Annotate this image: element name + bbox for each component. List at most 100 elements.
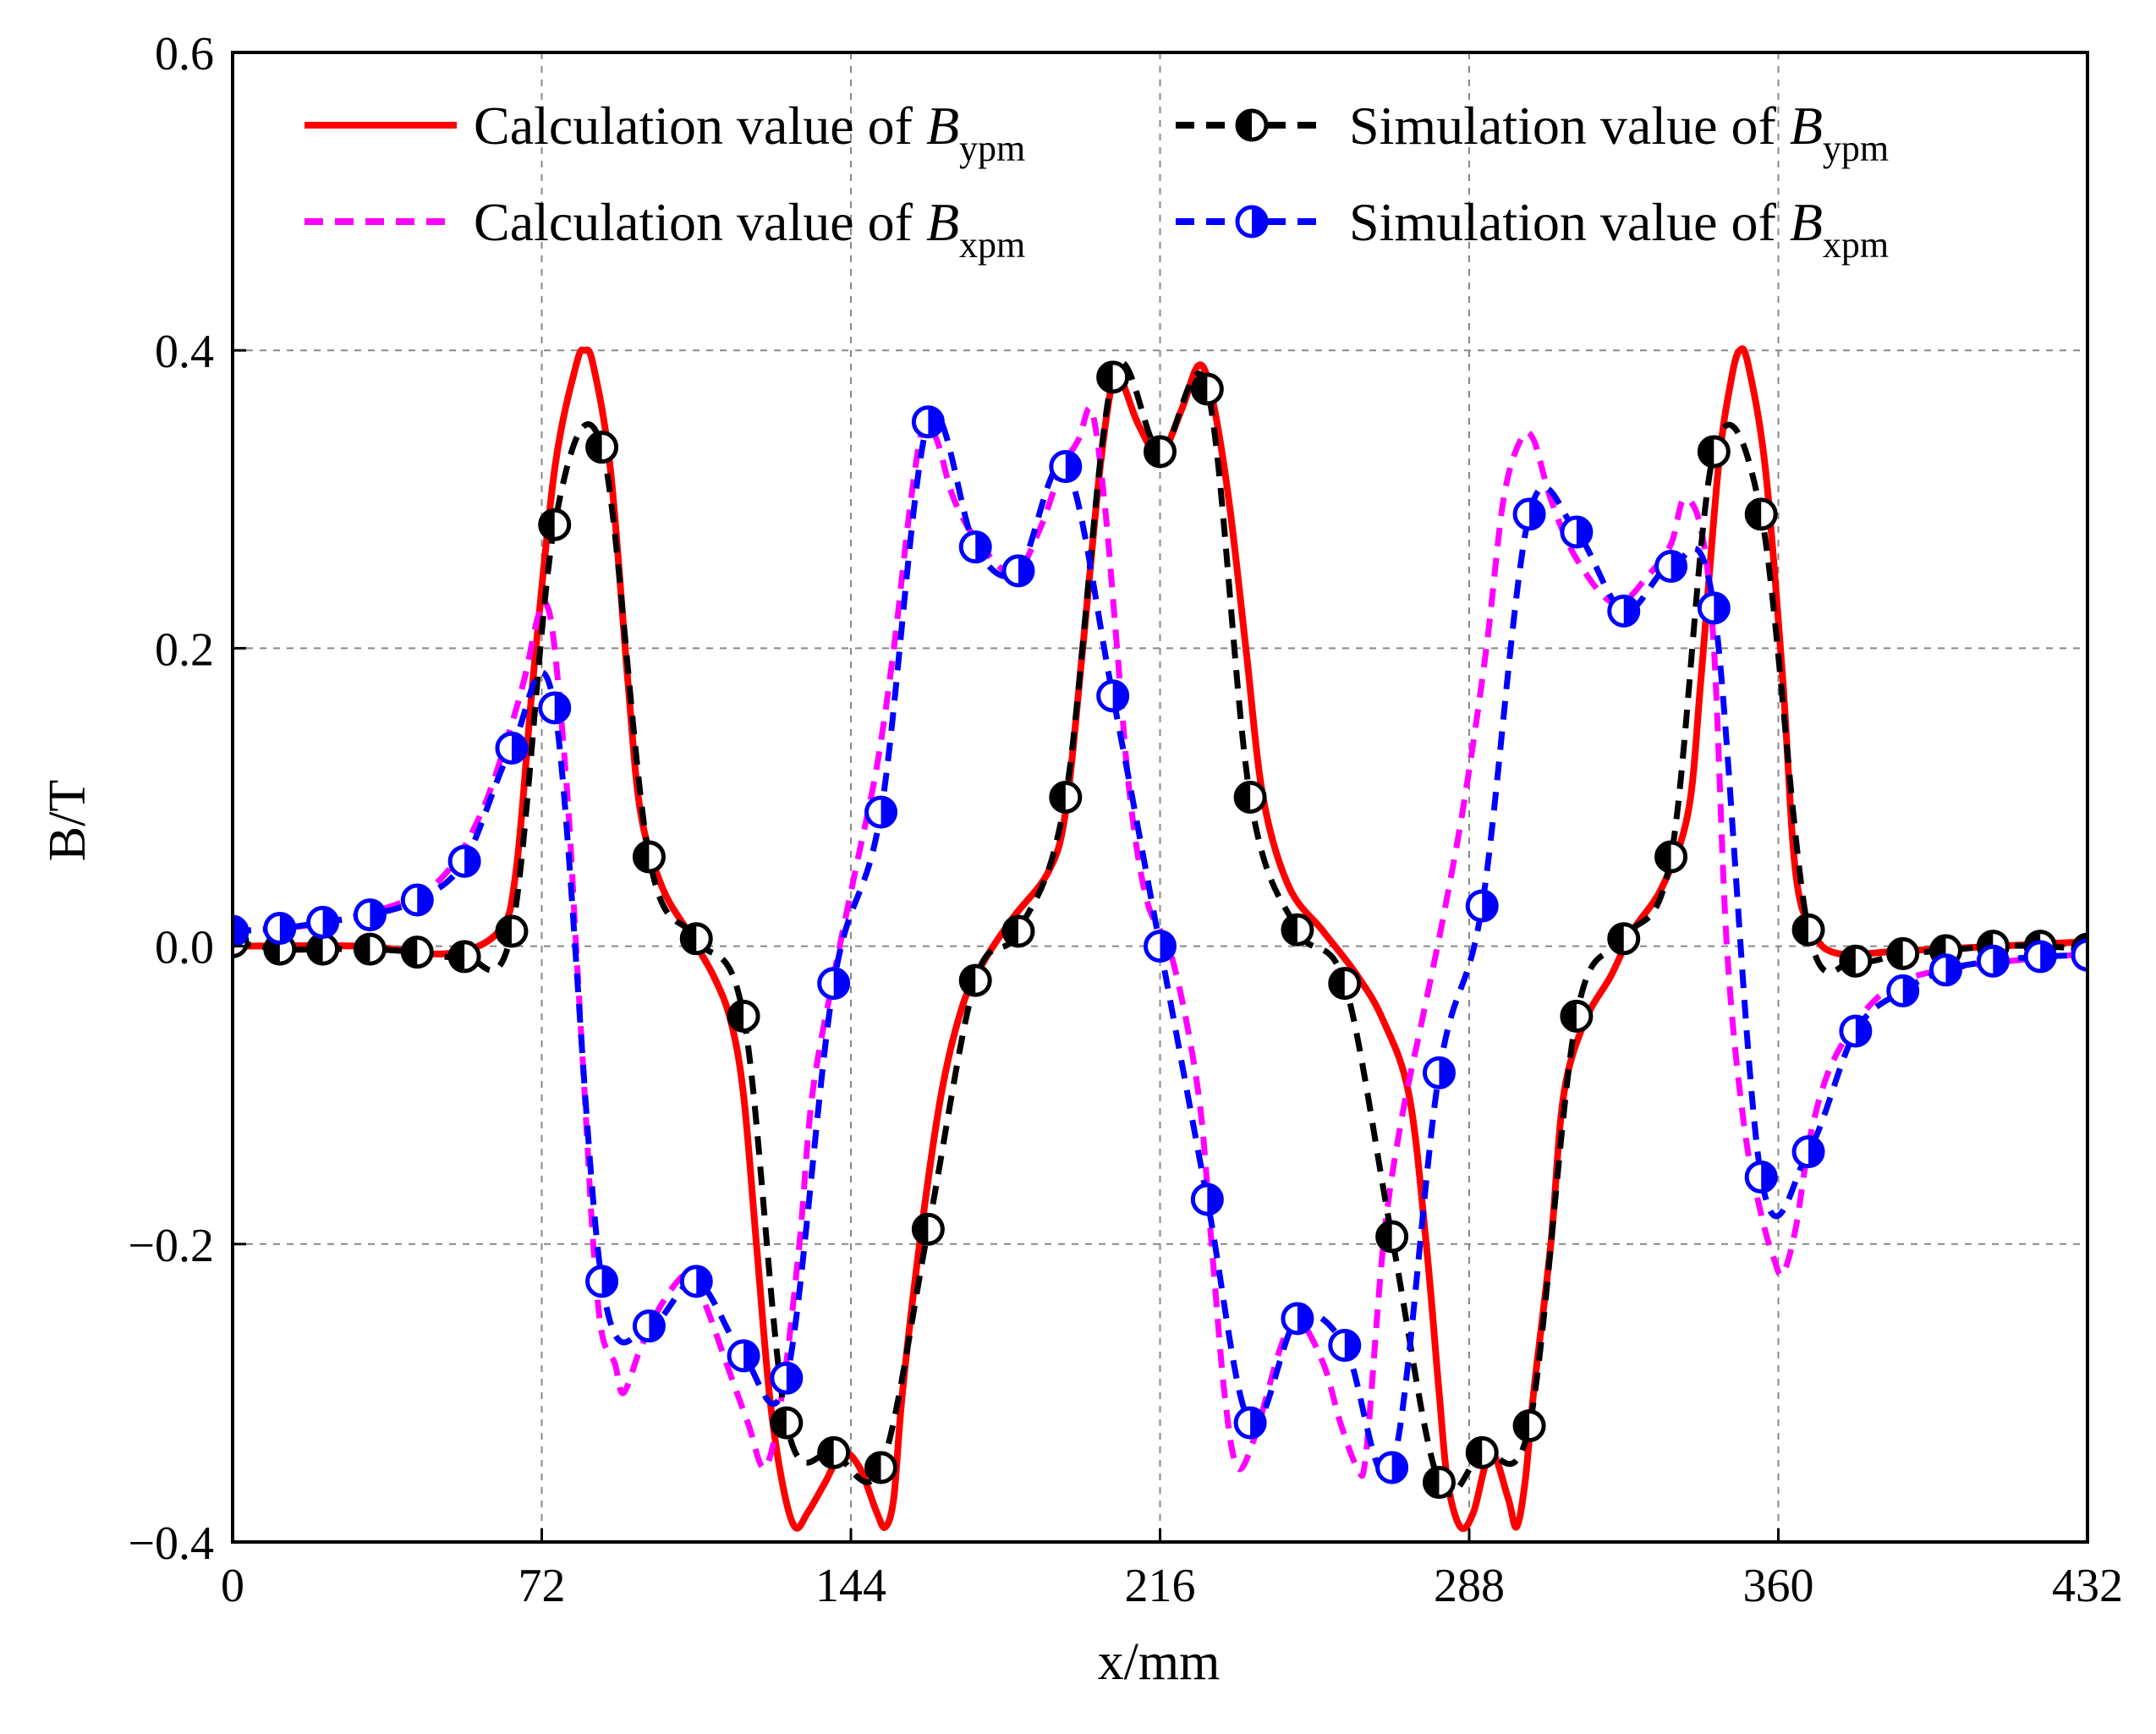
data-point bbox=[1281, 1302, 1314, 1336]
plot-series bbox=[233, 345, 2087, 1533]
data-point bbox=[1607, 594, 1641, 628]
data-point bbox=[958, 963, 992, 997]
data-point bbox=[1328, 967, 1362, 1001]
data-point bbox=[1049, 781, 1083, 814]
legend-symbol-calc-bxpm: B bbox=[926, 192, 959, 252]
data-point bbox=[1654, 550, 1688, 584]
data-point bbox=[632, 1309, 666, 1343]
data-point bbox=[1049, 450, 1083, 484]
data-point bbox=[1791, 1135, 1825, 1169]
legend-marker-sim-bxpm bbox=[1235, 205, 1269, 239]
legend-subscript-calc-bypm: ypm bbox=[959, 128, 1025, 169]
x-tick-label: 432 bbox=[2052, 1560, 2123, 1612]
legend-symbol-sim-bypm: B bbox=[1790, 96, 1823, 156]
x-tick-label: 360 bbox=[1743, 1560, 1814, 1612]
data-point bbox=[1096, 360, 1130, 394]
svg-text:Simulation value of Bxpm: Simulation value of Bxpm bbox=[1349, 192, 1889, 266]
data-point bbox=[1886, 936, 1920, 970]
y-tick-label: 0.6 bbox=[155, 28, 214, 80]
y-tick-label: −0.2 bbox=[128, 1220, 214, 1272]
legend-label-sim-bypm: Simulation value of bbox=[1349, 96, 1790, 156]
data-point bbox=[495, 731, 529, 765]
data-point bbox=[1190, 372, 1224, 406]
data-point bbox=[585, 431, 619, 464]
x-tick-label: 144 bbox=[815, 1560, 886, 1612]
data-point bbox=[1375, 1220, 1409, 1254]
data-point bbox=[1697, 435, 1731, 469]
data-point bbox=[817, 1435, 851, 1469]
data-point bbox=[1791, 913, 1825, 947]
data-point bbox=[911, 1212, 945, 1246]
data-point bbox=[1465, 889, 1499, 923]
data-point bbox=[770, 1406, 804, 1440]
data-point bbox=[1839, 944, 1873, 978]
data-point bbox=[1654, 840, 1688, 874]
data-point bbox=[727, 1339, 760, 1373]
data-point bbox=[306, 905, 340, 939]
svg-text:Calculation value of Bxpm: Calculation value of Bxpm bbox=[474, 192, 1025, 266]
data-point bbox=[1560, 515, 1594, 549]
data-point bbox=[400, 936, 434, 969]
axes bbox=[231, 51, 2089, 1544]
data-point bbox=[1144, 930, 1177, 963]
legend-label-calc-bxpm: Calculation value of bbox=[474, 192, 926, 252]
data-point bbox=[1512, 497, 1546, 531]
data-point bbox=[727, 999, 760, 1033]
data-point bbox=[1422, 1466, 1456, 1500]
legend-symbol-calc-bypm: B bbox=[926, 96, 959, 156]
data-point bbox=[864, 1451, 898, 1484]
data-point bbox=[1422, 1056, 1456, 1089]
x-tick-label: 288 bbox=[1434, 1560, 1505, 1612]
legend-entry-sim-bxpm: Simulation value of Bxpm bbox=[1176, 192, 1889, 266]
svg-text:Simulation value of Bypm: Simulation value of Bypm bbox=[1349, 96, 1889, 169]
data-point bbox=[1096, 679, 1130, 713]
data-point bbox=[1607, 922, 1641, 956]
data-point bbox=[1976, 944, 2010, 978]
legend-marker-sim-bypm bbox=[1235, 108, 1269, 142]
y-tick-label: −0.4 bbox=[128, 1517, 214, 1570]
x-tick-label: 0 bbox=[221, 1560, 244, 1612]
data-point bbox=[585, 1265, 619, 1298]
data-point bbox=[1560, 999, 1594, 1033]
data-point bbox=[1697, 591, 1731, 625]
legend-entry-calc-bxpm: Calculation value of Bxpm bbox=[304, 192, 1025, 266]
data-point bbox=[770, 1361, 804, 1395]
grid-lines bbox=[233, 52, 2087, 1542]
data-point bbox=[1928, 953, 1962, 987]
data-point bbox=[1233, 1406, 1267, 1440]
data-point bbox=[1465, 1435, 1499, 1469]
legend-label-sim-bxpm: Simulation value of bbox=[1349, 192, 1790, 252]
tick-labels: 0 72 144 216 288 360 432 −0.4 −0.2 0.0 0.2 0.4 0.6 bbox=[128, 28, 2123, 1612]
data-point bbox=[817, 967, 851, 1001]
data-point bbox=[2023, 940, 2057, 974]
data-point bbox=[2071, 938, 2087, 972]
svg-text:Calculation value of Bypm: Calculation value of Bypm bbox=[474, 96, 1025, 169]
data-point bbox=[306, 932, 340, 966]
data-point bbox=[353, 932, 387, 966]
data-point bbox=[1839, 1014, 1873, 1048]
data-point bbox=[679, 922, 713, 956]
data-point bbox=[353, 898, 387, 932]
legend-subscript-sim-bypm: ypm bbox=[1823, 128, 1889, 169]
data-point bbox=[1375, 1451, 1409, 1484]
data-point bbox=[1001, 554, 1035, 588]
data-point bbox=[1328, 1329, 1362, 1363]
data-point bbox=[447, 940, 481, 974]
data-point bbox=[1886, 974, 1920, 1007]
legend-label-calc-bypm: Calculation value of bbox=[474, 96, 926, 156]
data-point bbox=[1001, 914, 1035, 948]
series-simulation-value-of-bxpm bbox=[233, 405, 2087, 1484]
series-simulation-value-of-bypm bbox=[233, 359, 2087, 1500]
data-point bbox=[958, 530, 992, 564]
legend-subscript-sim-bxpm: xpm bbox=[1823, 224, 1889, 266]
data-point bbox=[679, 1265, 713, 1298]
y-tick-label: 0.0 bbox=[155, 922, 214, 974]
data-point bbox=[1512, 1409, 1546, 1443]
legend: Calculation value of Bypm Simulation val… bbox=[304, 96, 1889, 266]
data-point bbox=[864, 795, 898, 829]
data-point bbox=[233, 914, 250, 948]
data-point bbox=[495, 914, 529, 948]
x-tick-label: 72 bbox=[518, 1560, 566, 1612]
x-tick-label: 216 bbox=[1125, 1560, 1196, 1612]
